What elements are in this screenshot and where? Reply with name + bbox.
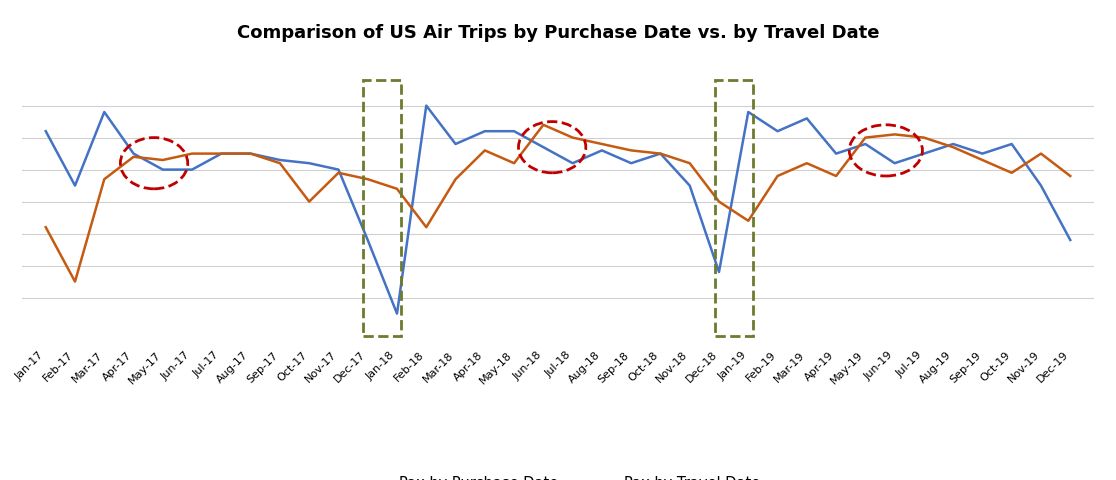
Pax by Purchase Date [858,141,872,147]
Pax by Purchase Date [214,151,228,156]
Pax by Purchase Date [1035,183,1048,189]
Pax by Travel Date [156,157,170,163]
Pax by Travel Date [654,151,667,156]
Legend: Pax by Purchase Date, Pax by Travel Date: Pax by Purchase Date, Pax by Travel Date [349,470,767,480]
Bar [364,80,402,336]
Pax by Travel Date [273,160,287,166]
Pax by Purchase Date [771,128,785,134]
Pax by Travel Date [244,151,258,156]
Bar [714,80,752,336]
Pax by Purchase Date [829,151,843,156]
Pax by Travel Date [508,160,521,166]
Pax by Purchase Date [302,160,316,166]
Pax by Travel Date [449,176,462,182]
Pax by Travel Date [975,157,989,163]
Pax by Purchase Date [888,160,902,166]
Pax by Purchase Date [741,109,754,115]
Pax by Purchase Date [273,157,287,163]
Pax by Travel Date [683,160,696,166]
Line: Pax by Purchase Date: Pax by Purchase Date [46,106,1070,313]
Pax by Purchase Date [391,311,404,316]
Pax by Purchase Date [127,151,141,156]
Pax by Travel Date [331,170,345,176]
Pax by Purchase Date [97,109,110,115]
Pax by Travel Date [39,224,52,230]
Pax by Travel Date [888,132,902,137]
Pax by Travel Date [68,279,81,285]
Pax by Purchase Date [917,151,931,156]
Pax by Travel Date [1035,151,1048,156]
Pax by Travel Date [800,160,814,166]
Pax by Travel Date [214,151,228,156]
Pax by Travel Date [712,199,725,204]
Title: Comparison of US Air Trips by Purchase Date vs. by Travel Date: Comparison of US Air Trips by Purchase D… [237,24,879,42]
Pax by Travel Date [595,141,608,147]
Pax by Travel Date [127,154,141,160]
Pax by Travel Date [771,173,785,179]
Pax by Purchase Date [68,183,81,189]
Pax by Purchase Date [566,160,579,166]
Pax by Travel Date [858,135,872,141]
Pax by Purchase Date [478,128,491,134]
Pax by Purchase Date [946,141,960,147]
Pax by Purchase Date [185,167,199,172]
Pax by Purchase Date [39,128,52,134]
Pax by Purchase Date [420,103,433,108]
Pax by Travel Date [97,176,110,182]
Pax by Travel Date [625,147,638,153]
Pax by Travel Date [478,147,491,153]
Pax by Purchase Date [683,183,696,189]
Pax by Travel Date [946,144,960,150]
Pax by Travel Date [362,176,375,182]
Pax by Purchase Date [1006,141,1019,147]
Pax by Travel Date [1006,170,1019,176]
Pax by Purchase Date [537,144,550,150]
Pax by Purchase Date [654,151,667,156]
Pax by Purchase Date [244,151,258,156]
Line: Pax by Travel Date: Pax by Travel Date [46,125,1070,282]
Pax by Travel Date [741,218,754,224]
Pax by Purchase Date [362,237,375,243]
Pax by Purchase Date [449,141,462,147]
Pax by Travel Date [420,224,433,230]
Pax by Purchase Date [1064,237,1077,243]
Pax by Purchase Date [331,167,345,172]
Pax by Travel Date [917,135,931,141]
Pax by Purchase Date [595,147,608,153]
Pax by Purchase Date [508,128,521,134]
Pax by Purchase Date [625,160,638,166]
Pax by Travel Date [829,173,843,179]
Pax by Travel Date [391,186,404,192]
Pax by Travel Date [1064,173,1077,179]
Pax by Purchase Date [156,167,170,172]
Pax by Travel Date [185,151,199,156]
Pax by Purchase Date [712,269,725,275]
Pax by Purchase Date [800,116,814,121]
Pax by Purchase Date [975,151,989,156]
Pax by Travel Date [302,199,316,204]
Pax by Travel Date [537,122,550,128]
Pax by Travel Date [566,135,579,141]
